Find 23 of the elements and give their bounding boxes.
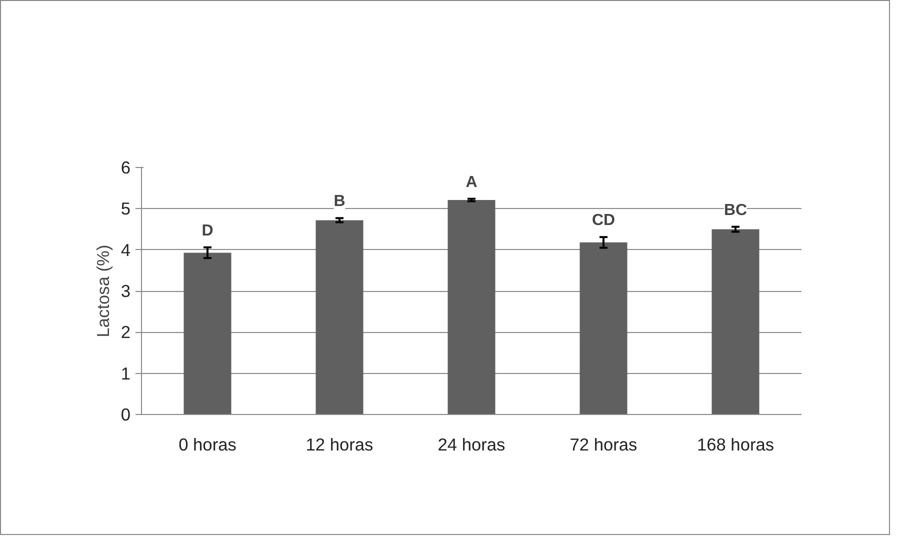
y-tick-label: 4 (120, 240, 131, 260)
annotation: A (466, 174, 478, 191)
annotation: D (202, 222, 214, 240)
y-tick-label: 5 (120, 198, 131, 219)
x-tick-label: 24 horas (438, 434, 506, 454)
x-tick-label: 12 horas (306, 434, 374, 454)
annotation: CD (592, 212, 616, 230)
x-tick-label: 72 horas (570, 434, 638, 454)
y-tick-label: 0 (120, 404, 131, 424)
bar (712, 229, 760, 414)
x-tick-label: 0 horas (178, 434, 237, 454)
y-tick-label: 6 (120, 158, 131, 178)
annotation: B (334, 193, 346, 210)
bar (184, 252, 232, 414)
x-tick-label: 168 horas (696, 434, 774, 454)
bar (580, 242, 628, 414)
bar (316, 220, 364, 414)
annotation: BC (724, 202, 748, 219)
y-tick-label: 1 (120, 363, 131, 384)
y-tick-label: 3 (120, 281, 131, 301)
y-axis-title: Lactosa (%) (92, 244, 113, 338)
bar (448, 200, 496, 414)
y-tick-label: 2 (120, 322, 131, 342)
